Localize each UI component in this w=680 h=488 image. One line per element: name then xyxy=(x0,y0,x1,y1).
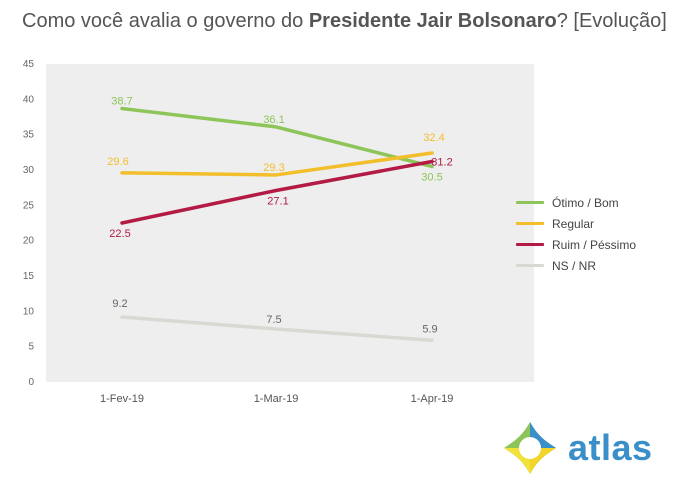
data-label: 29.3 xyxy=(263,162,284,174)
y-tick-label: 10 xyxy=(23,306,35,317)
y-tick-label: 25 xyxy=(23,200,35,211)
y-axis: 0 5 10 15 20 25 30 35 40 45 xyxy=(23,59,35,388)
legend-swatch xyxy=(516,201,544,204)
legend-label: Regular xyxy=(552,216,595,231)
legend-item: Regular xyxy=(516,213,636,234)
legend-swatch xyxy=(516,222,544,225)
series-line xyxy=(120,151,434,177)
data-label: 38.7 xyxy=(111,96,132,108)
y-tick-label: 0 xyxy=(28,377,34,388)
data-label: 27.1 xyxy=(267,195,288,207)
title-bold: Presidente Jair Bolsonaro xyxy=(308,10,557,32)
x-axis: 1-Fev-19 1-Mar-19 1-Apr-19 xyxy=(100,393,453,405)
y-tick-label: 30 xyxy=(23,165,35,176)
data-label: 30.5 xyxy=(421,171,442,183)
series-line xyxy=(120,315,434,343)
y-tick-label: 45 xyxy=(23,59,35,70)
y-tick-label: 35 xyxy=(23,130,35,141)
legend-label: Ruim / Péssimo xyxy=(552,237,637,252)
data-label: 5.9 xyxy=(422,323,437,335)
data-label: 36.1 xyxy=(263,114,284,126)
title-prefix: Como você avalia o governo do xyxy=(22,10,309,32)
data-label: 22.5 xyxy=(109,228,130,240)
chart-title: Como você avalia o governo do Presidente… xyxy=(22,10,667,33)
data-label: 29.6 xyxy=(107,156,128,168)
data-labels: 38.7 36.1 30.5 29.6 29.3 32.4 22.5 27.1 31.2 9.2 7… xyxy=(107,96,452,336)
atlas-logo-icon xyxy=(504,422,556,474)
x-tick-label: 1-Fev-19 xyxy=(100,393,144,405)
x-tick-label: 1-Mar-19 xyxy=(254,393,299,405)
atlas-logo-text: atlas xyxy=(568,427,653,468)
legend-item: Ruim / Péssimo xyxy=(516,234,636,255)
atlas-logo: atlas xyxy=(500,418,653,478)
data-label: 32.4 xyxy=(423,132,444,144)
series-line xyxy=(120,159,434,225)
title-suffix: ? [Evolução] xyxy=(556,10,667,32)
legend-swatch xyxy=(516,264,544,267)
y-tick-label: 20 xyxy=(23,236,35,247)
legend-swatch xyxy=(516,243,544,246)
x-tick-label: 1-Apr-19 xyxy=(411,393,454,405)
series-lines xyxy=(120,106,434,343)
y-tick-label: 5 xyxy=(28,342,34,353)
data-label: 9.2 xyxy=(112,298,127,310)
legend-item: Ótimo / Bom xyxy=(516,192,636,213)
y-tick-label: 40 xyxy=(23,94,35,105)
data-label: 7.5 xyxy=(266,314,281,326)
series-line xyxy=(120,106,434,169)
legend: Ótimo / Bom Regular Ruim / Péssimo NS / NR xyxy=(516,192,636,276)
data-label: 31.2 xyxy=(431,157,452,169)
legend-label: Ótimo / Bom xyxy=(552,195,619,210)
y-tick-label: 15 xyxy=(23,271,35,282)
legend-item: NS / NR xyxy=(516,255,636,276)
legend-label: NS / NR xyxy=(552,258,597,273)
